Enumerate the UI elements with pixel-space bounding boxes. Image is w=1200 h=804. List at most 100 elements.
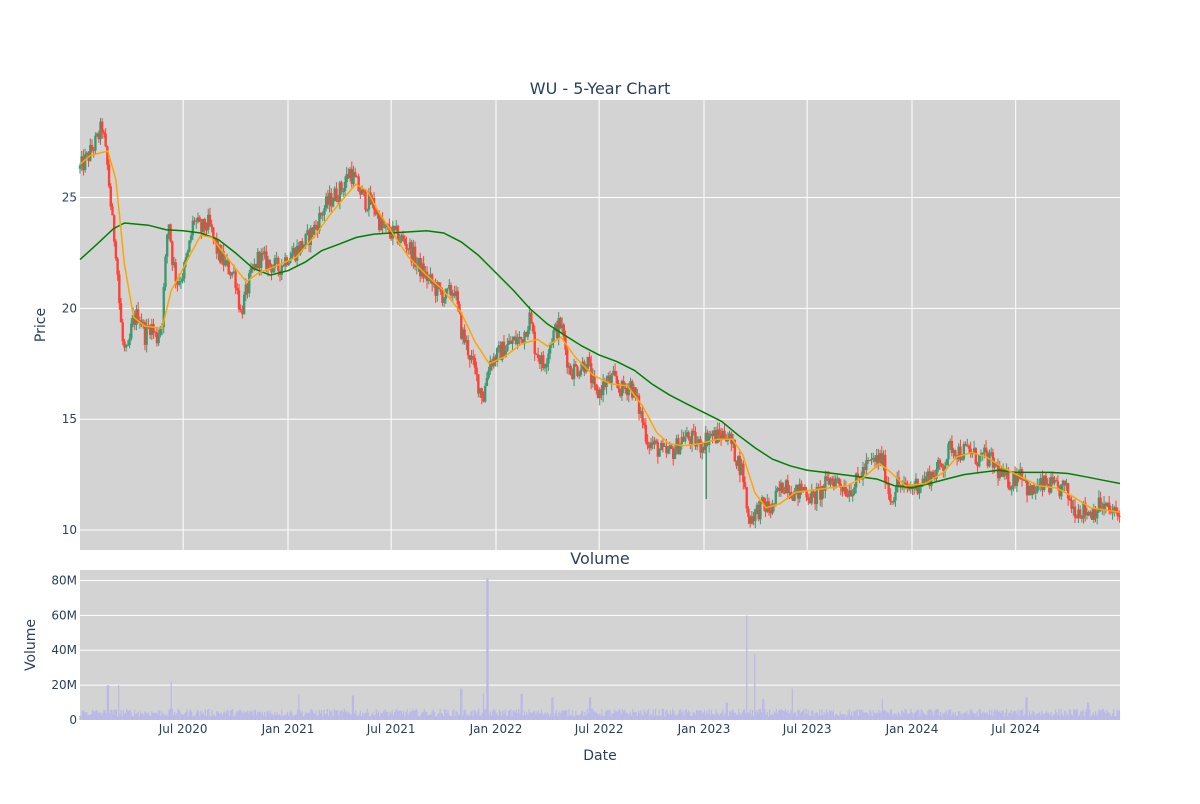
volume-bar	[1029, 715, 1032, 720]
volume-bar	[551, 697, 553, 720]
candle-body	[282, 265, 285, 267]
volume-bar	[424, 711, 426, 720]
volume-bar	[1084, 711, 1086, 720]
volume-bar	[617, 711, 619, 720]
candle-body	[244, 284, 248, 295]
candle-body	[106, 146, 109, 165]
candle-body	[454, 291, 458, 297]
volume-bar	[107, 685, 110, 720]
candle-body	[436, 282, 439, 296]
candle-body	[441, 291, 444, 303]
volume-bar	[578, 715, 580, 720]
volume-bar	[747, 712, 749, 720]
volume-bar	[985, 713, 987, 720]
volume-bar	[560, 713, 562, 720]
volume-bar	[534, 710, 536, 720]
volume-bar	[341, 709, 343, 720]
volume-bar	[664, 716, 666, 720]
volume-bar	[419, 716, 421, 720]
volume-bar	[779, 709, 781, 720]
volume-bar	[1099, 710, 1101, 720]
candle-body	[952, 450, 955, 454]
volume-bar	[464, 709, 466, 720]
volume-bar	[237, 711, 240, 720]
volume-bar	[643, 708, 645, 720]
candle-body	[596, 390, 600, 399]
candle-body	[1104, 503, 1107, 507]
volume-bar	[776, 713, 779, 720]
candle-body	[690, 430, 694, 445]
volume-bar	[1042, 714, 1044, 720]
volume-bar	[1013, 710, 1016, 720]
volume-bar	[1060, 709, 1062, 720]
volume-bar	[137, 712, 139, 720]
candle-body	[1080, 516, 1084, 519]
candle-body	[432, 283, 436, 285]
volume-bar	[142, 712, 144, 720]
volume-bar	[790, 709, 792, 720]
candle-body	[316, 225, 319, 232]
volume-bar	[477, 711, 479, 720]
volume-bar	[193, 715, 195, 720]
volume-bar	[888, 714, 890, 720]
volume-bar	[501, 716, 503, 720]
candle-body	[389, 233, 393, 239]
volume-bar	[294, 714, 297, 720]
price-plot-background	[80, 100, 1120, 550]
candle-body	[174, 262, 177, 282]
volume-bar	[579, 714, 581, 720]
candle-body	[627, 386, 630, 396]
candle-body	[964, 444, 967, 446]
volume-bar	[242, 713, 244, 720]
volume-bar	[187, 716, 189, 720]
candle-body	[930, 471, 933, 487]
volume-bar	[878, 709, 880, 720]
volume-bar	[531, 712, 534, 720]
candle-body	[832, 480, 836, 488]
volume-bar	[995, 711, 997, 720]
volume-bar	[99, 711, 102, 720]
volume-bar	[835, 713, 837, 720]
volume-bar	[476, 713, 478, 720]
volume-bar	[250, 711, 252, 720]
candle-body	[148, 326, 152, 335]
volume-bar	[795, 712, 797, 720]
candle-body	[687, 432, 690, 439]
candle-body	[485, 377, 489, 386]
volume-bar	[695, 710, 698, 720]
volume-bar	[143, 714, 145, 720]
volume-bar	[160, 715, 162, 720]
volume-bar	[657, 715, 659, 720]
candle-body	[959, 446, 962, 460]
volume-bar	[512, 710, 514, 720]
volume-bar	[295, 714, 298, 720]
volume-bar	[495, 712, 497, 720]
volume-bar	[1009, 712, 1011, 720]
volume-bar	[388, 715, 390, 720]
candle-body	[165, 234, 169, 257]
volume-bar	[509, 710, 511, 720]
volume-bar	[571, 710, 573, 720]
volume-bar	[811, 710, 813, 720]
candle-body	[868, 460, 872, 462]
candle-body	[576, 366, 579, 377]
candle-body	[499, 345, 502, 360]
candle-body	[624, 388, 627, 390]
volume-bar	[926, 714, 928, 720]
volume-bar	[654, 708, 657, 720]
volume-bar	[228, 715, 230, 720]
candle-body	[954, 450, 957, 457]
candle-body	[938, 459, 942, 464]
candle-body	[207, 214, 210, 231]
volume-bar	[326, 708, 328, 720]
volume-bar	[166, 713, 168, 720]
candle-body	[201, 219, 205, 232]
volume-bar	[665, 710, 667, 720]
x-tick-label: Jan 2023	[677, 722, 731, 736]
volume-bar	[945, 709, 947, 720]
volume-bar	[487, 578, 489, 720]
candle-body	[1113, 507, 1116, 512]
candle-body	[890, 501, 894, 503]
volume-bar	[682, 710, 684, 720]
volume-bar	[672, 708, 674, 720]
